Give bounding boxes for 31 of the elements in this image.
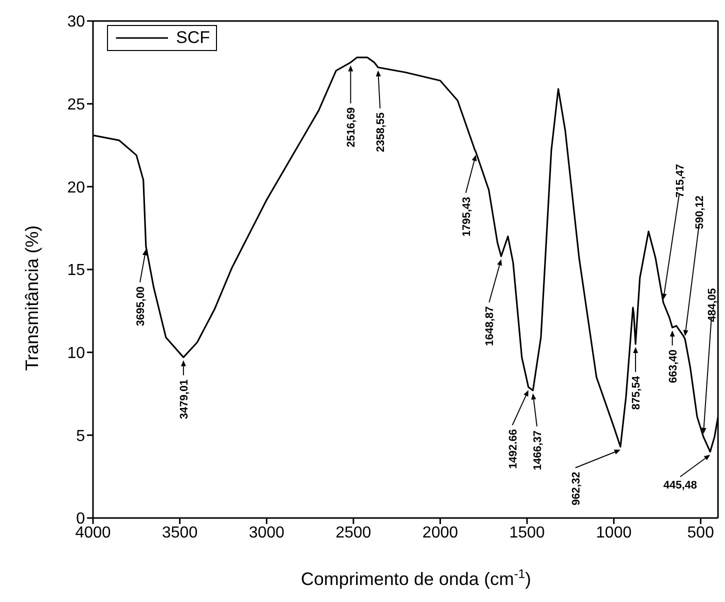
y-axis-title: Transmitância (%): [22, 225, 42, 371]
annotation: 3695,00: [134, 286, 147, 326]
y-tick-label: 20: [67, 179, 86, 196]
x-tick-label: 1000: [596, 524, 632, 542]
annotation: 715,47: [674, 164, 686, 198]
x-tick-label: 3500: [162, 524, 198, 542]
y-tick-label: 10: [67, 345, 86, 362]
annotation: 2516,69: [346, 107, 358, 148]
annotation: 590,12: [694, 195, 706, 230]
annotation: 1795,43: [460, 196, 473, 237]
annotation: 484,05: [706, 288, 718, 322]
x-tick-label: 500: [687, 524, 714, 542]
y-tick-label: 30: [67, 14, 86, 31]
x-tick-label: 1500: [509, 524, 545, 542]
x-axis-title: Comprimento de onda (cm$^{-1}$): [300, 567, 532, 589]
annotation: 1492.66: [507, 429, 520, 469]
annotation: 3479,01: [178, 379, 190, 420]
annotation: 2358,55: [375, 112, 388, 152]
annotation: 1648,87: [484, 306, 496, 346]
annotation: 663,40: [667, 349, 680, 384]
legend-label: SCF: [176, 28, 210, 48]
y-tick-label: 15: [67, 262, 86, 280]
x-tick-label: 2500: [336, 524, 372, 542]
y-tick-label: 25: [67, 96, 86, 114]
annotation: 962,32: [570, 472, 582, 506]
y-tick-label: 5: [76, 428, 86, 445]
annotation: 445,48: [663, 480, 698, 492]
x-tick-label: 3000: [248, 524, 285, 542]
annotation: 875,54: [630, 375, 643, 410]
annotation: 1466,37: [532, 430, 544, 470]
x-tick-label: 2000: [422, 524, 458, 542]
